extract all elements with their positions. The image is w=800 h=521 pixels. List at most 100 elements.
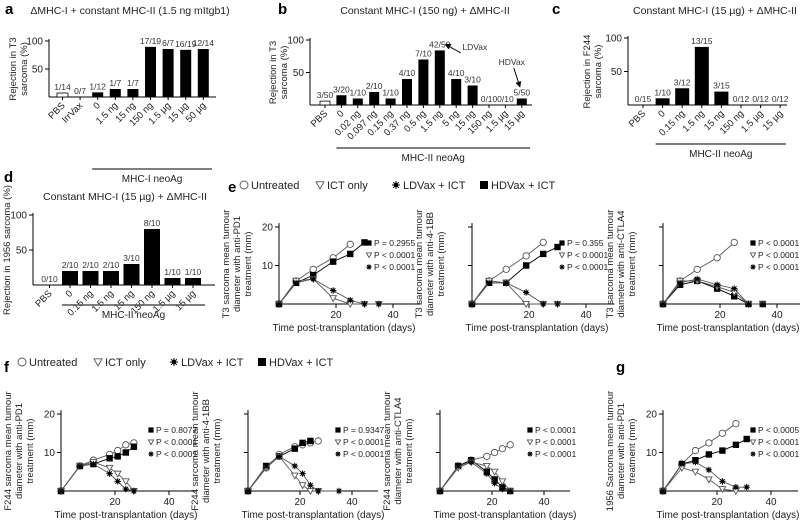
y-axis-label-line: sarcoma (%)	[279, 46, 290, 100]
data-point-hdvax	[291, 445, 298, 452]
bar-value-label: 0/12	[752, 94, 769, 104]
bar-value-label: 1/10	[654, 87, 671, 97]
panel-f3: F244 sarcoma mean tumourdiameter with an…	[382, 391, 577, 521]
series-line-ldvax	[60, 463, 135, 492]
bar-15 µg	[516, 98, 527, 105]
data-point-ldvax	[57, 487, 65, 495]
data-point-ldvax	[540, 300, 547, 308]
chart-title: Constant MHC-I (15 µg) + ΔMHC-II	[43, 191, 207, 203]
p-value-label: P < 0.0001	[374, 250, 415, 260]
y-axis-label: 1956 Sarcoma mean tumourdiameter with an…	[605, 391, 638, 511]
asterisk-marker	[527, 451, 533, 457]
series-ldvax	[468, 279, 561, 308]
bar-15 ng	[123, 264, 140, 285]
y-axis-label-line: diameter with anti-CTLA4	[393, 397, 404, 504]
p-value-label: P < 0.0001	[758, 250, 799, 260]
data-point-ldvax	[244, 487, 252, 495]
y-tick-label: 100	[287, 36, 304, 47]
series-ldvax	[436, 458, 514, 495]
data-point-ict	[498, 478, 507, 486]
bar-value-label: 17/19	[140, 36, 162, 46]
data-point-ldvax	[759, 300, 766, 308]
bar-0	[62, 271, 78, 285]
data-point-ldvax	[468, 458, 475, 466]
data-point-untreated	[314, 437, 322, 445]
data-point-ict	[329, 295, 338, 303]
series-line-untreated	[662, 242, 735, 305]
y-tick-label: 10	[44, 448, 56, 459]
bar-15 µg	[185, 278, 201, 285]
data-point-ldvax	[90, 460, 97, 468]
y-axis-label-line: diameter with anti-PD1	[14, 403, 25, 499]
data-point-untreated	[502, 265, 510, 273]
data-point-ldvax	[743, 483, 750, 491]
x-tick-label: 1.5 µg	[739, 108, 766, 135]
data-point-ldvax	[361, 300, 368, 308]
y-tick-label: 50	[16, 246, 28, 257]
y-axis-label-line: treatment (mm)	[627, 419, 638, 484]
bar-value-label: 12/14	[193, 38, 215, 48]
group-label: MHC-II neoAg	[689, 149, 752, 160]
data-point-untreated	[498, 444, 507, 453]
bar-0.15 ng	[385, 98, 396, 105]
bar-15 ng	[127, 88, 139, 97]
series-line-untreated	[471, 242, 544, 305]
series-hdvax	[57, 443, 138, 495]
x-axis-label: Time post-transplantation (days)	[54, 510, 197, 521]
group-label: MHC-II neoAg	[102, 310, 165, 321]
data-point-untreated	[730, 238, 738, 247]
bar-value-label: 2/10	[82, 260, 99, 270]
data-point-ldvax	[76, 462, 84, 470]
data-point-untreated	[490, 448, 499, 457]
panel-label: b	[278, 1, 287, 18]
filled-square-marker	[366, 240, 372, 246]
data-point-hdvax	[361, 239, 368, 246]
bar-value-label: 3/10	[464, 75, 481, 85]
y-tick-label: 20	[646, 410, 658, 421]
annotation-arrow	[513, 67, 522, 88]
data-point-untreated	[539, 238, 547, 247]
legend-marker-open-triangle-down-icon	[315, 181, 325, 190]
data-point-hdvax	[310, 271, 317, 279]
data-point-ldvax	[705, 466, 713, 474]
open-triangle-marker	[749, 439, 757, 446]
x-tick-label: 0	[335, 108, 347, 120]
y-axis-label-line: diameter with anti-PD1	[616, 403, 627, 499]
bar-value-label: 0/10	[481, 94, 498, 104]
legend-label: ICT only	[327, 180, 368, 192]
series-ldvax	[244, 453, 343, 495]
data-point-ldvax	[275, 300, 283, 308]
bar-0.37 ng	[402, 79, 412, 105]
p-value-label: P < 0.0001	[535, 449, 576, 459]
bar-150 ng	[145, 46, 156, 97]
data-point-untreated	[309, 265, 317, 273]
data-point-ldvax	[732, 483, 740, 491]
data-point-ict	[482, 462, 491, 471]
bar-1.5 ng	[103, 271, 119, 285]
p-value-label: P < 0.0001	[343, 449, 384, 459]
bar-0.15 ng	[675, 88, 690, 105]
data-point-hdvax	[106, 455, 113, 462]
data-point-ict	[113, 470, 122, 478]
x-tick-label: 15 µg	[761, 108, 786, 133]
bar-value-label: 0/10	[41, 274, 58, 284]
y-axis-label-line: T3 sarcoma mean tumour	[414, 210, 425, 319]
filled-square-marker	[750, 240, 756, 246]
series-ldvax	[275, 275, 382, 308]
panel-label: g	[616, 359, 625, 376]
data-point-hdvax	[719, 447, 726, 454]
open-triangle-marker	[558, 252, 566, 259]
y-axis-label-line: treatment (mm)	[436, 232, 447, 297]
panel-e3: T3 sarcoma mean tumourdiameter with anti…	[605, 210, 800, 334]
panel-d: d Constant MHC-I (15 µg) + ΔMHC-II Rejecti…	[2, 169, 215, 321]
data-point-hdvax	[554, 243, 561, 251]
bar-5 ng	[451, 79, 462, 105]
data-point-ldvax	[719, 478, 726, 485]
data-point-untreated	[122, 441, 130, 449]
data-point-untreated	[718, 429, 727, 437]
data-point-ldvax	[335, 487, 343, 495]
data-point-ict	[105, 464, 114, 473]
data-point-untreated	[483, 452, 491, 460]
bar-value-label: 8/10	[144, 218, 161, 228]
panel-label: c	[552, 1, 560, 18]
